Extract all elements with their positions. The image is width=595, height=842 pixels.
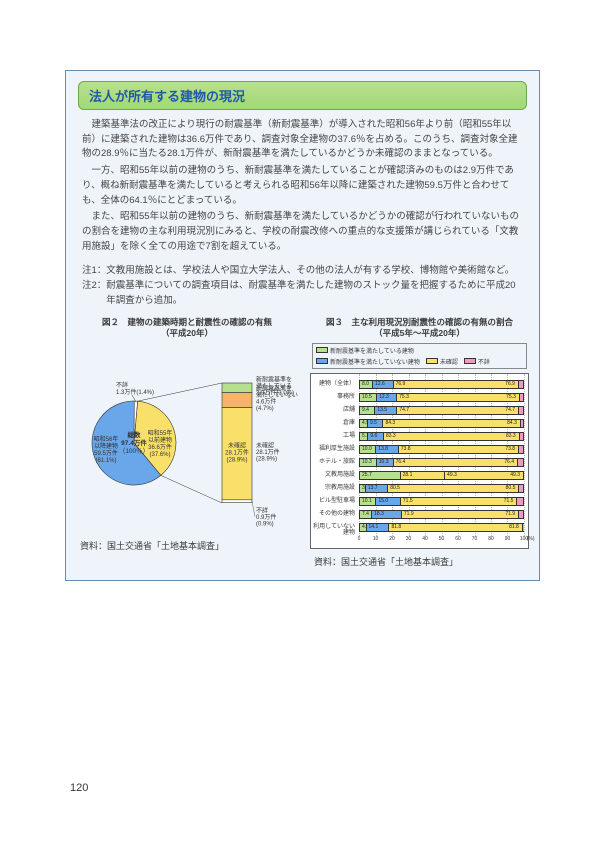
notes: 注1： 文教用施設とは、学校法人や国立大学法人、その他の法人が有する学校、博物館…	[66, 256, 539, 312]
svg-text:(28.9%): (28.9%)	[226, 457, 247, 463]
svg-text:(4.7%): (4.7%)	[256, 406, 274, 412]
section-title: 法人が所有する建物の現況	[78, 81, 527, 110]
svg-text:以降建物: 以降建物	[94, 442, 118, 450]
fig3-title: 図３ 主な利用現況別耐震性の確認の有無の割合 （平成5年～平成20年）	[306, 317, 533, 339]
svg-text:4.6万件: 4.6万件	[256, 397, 276, 405]
fig2-chart: 総数97.4万件（100％）昭和56年以降建物59.5万件(61.1%) 昭和55…	[72, 343, 302, 533]
svg-text:昭和55年: 昭和55年	[148, 429, 173, 437]
svg-text:未確認: 未確認	[256, 441, 274, 449]
svg-text:新耐震基準を: 新耐震基準を	[256, 384, 292, 392]
fig2-source: 資料：国土交通省「土地基本調査」	[72, 533, 302, 552]
svg-text:97.4万件: 97.4万件	[121, 438, 147, 447]
svg-text:不詳: 不詳	[116, 381, 128, 389]
svg-text:59.5万件: 59.5万件	[94, 449, 118, 457]
svg-text:不詳: 不詳	[256, 506, 268, 514]
fig3-legend: 新耐震基準を満たしている建物新耐震基準を満たしていない建物未確認不詳	[312, 343, 527, 369]
svg-text:新耐震基準を: 新耐震基準を	[256, 375, 292, 383]
fig3-chart: 建物（全体）8.012.676.976.9事務所10.512.375.375.3…	[310, 373, 529, 549]
note-label: 注2：	[82, 279, 106, 308]
svg-text:(61.1%): (61.1%)	[95, 458, 116, 464]
svg-text:36.6万件: 36.6万件	[148, 443, 172, 451]
svg-text:昭和56年: 昭和56年	[94, 435, 119, 443]
page-number: 120	[70, 782, 88, 794]
svg-text:28.1万件: 28.1万件	[256, 448, 280, 456]
figure-3: 図３ 主な利用現況別耐震性の確認の有無の割合 （平成5年～平成20年） 新耐震基…	[306, 317, 533, 568]
paragraph: また、昭和55年以前の建物のうち、新耐震基準を満たしているかどうかの確認が行われ…	[82, 210, 523, 254]
svg-text:0.9万件: 0.9万件	[256, 512, 276, 520]
note-body: 文教用施設とは、学校法人や国立大学法人、その他の法人が有する学校、博物館や美術館…	[106, 264, 523, 279]
fig3-source: 資料：国土交通省「土地基本調査」	[306, 549, 533, 568]
svg-text:28.1万件: 28.1万件	[225, 448, 249, 456]
svg-text:未確認: 未確認	[228, 441, 246, 449]
svg-text:(28.9%): (28.9%)	[256, 456, 277, 462]
charts-row: 図２ 建物の建築時期と耐震性の確認の有無 （平成20年） 総数97.4万件（10…	[66, 313, 539, 568]
paragraph: 一方、昭和55年以前の建物のうち、新耐震基準を満たしていることが確認済みのものは…	[82, 164, 523, 208]
svg-text:総数: 総数	[128, 430, 142, 439]
note-body: 耐震基準についての調査項目は、耐震基準を満たした建物のストック量を把握するために…	[106, 279, 523, 308]
svg-text:(0.9%): (0.9%)	[256, 521, 274, 527]
body-text: 建築基準法の改正により現行の耐震基準（新耐震基準）が導入された昭和56年より前（…	[66, 118, 539, 254]
paragraph: 建築基準法の改正により現行の耐震基準（新耐震基準）が導入された昭和56年より前（…	[82, 118, 523, 162]
content-box: 法人が所有する建物の現況 建築基準法の改正により現行の耐震基準（新耐震基準）が導…	[65, 70, 540, 581]
svg-text:1.3万件(1.4%): 1.3万件(1.4%)	[116, 388, 154, 396]
svg-text:満たしていない: 満たしていない	[256, 391, 298, 399]
svg-text:(37.6%): (37.6%)	[149, 452, 170, 458]
svg-text:以前建物: 以前建物	[148, 436, 172, 444]
figure-2: 図２ 建物の建築時期と耐震性の確認の有無 （平成20年） 総数97.4万件（10…	[72, 317, 302, 568]
note-label: 注1：	[82, 264, 106, 279]
fig2-title: 図２ 建物の建築時期と耐震性の確認の有無 （平成20年）	[72, 317, 302, 339]
svg-text:（100％）: （100％）	[119, 447, 149, 455]
